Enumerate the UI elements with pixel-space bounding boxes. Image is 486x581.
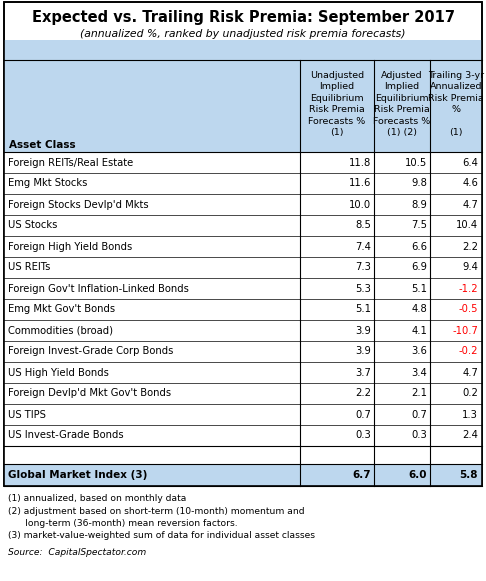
Bar: [4, 215, 482, 236]
Text: Foreign High Yield Bonds: Foreign High Yield Bonds: [8, 242, 132, 252]
Text: 4.7: 4.7: [462, 368, 478, 378]
Bar: [4, 278, 482, 299]
Text: 5.3: 5.3: [355, 284, 371, 293]
Text: 3.9: 3.9: [355, 346, 371, 357]
Text: US Stocks: US Stocks: [8, 221, 57, 231]
Text: Foreign Gov't Inflation-Linked Bonds: Foreign Gov't Inflation-Linked Bonds: [8, 284, 189, 293]
Text: US High Yield Bonds: US High Yield Bonds: [8, 368, 109, 378]
Text: Foreign REITs/Real Estate: Foreign REITs/Real Estate: [8, 157, 133, 167]
Text: 6.7: 6.7: [352, 470, 371, 480]
Text: 6.0: 6.0: [409, 470, 427, 480]
Bar: [4, 2, 482, 486]
Text: Foreign Invest-Grade Corp Bonds: Foreign Invest-Grade Corp Bonds: [8, 346, 174, 357]
Text: 9.4: 9.4: [462, 263, 478, 272]
Bar: [4, 383, 482, 404]
Text: 6.9: 6.9: [411, 263, 427, 272]
Text: Global Market Index (3): Global Market Index (3): [8, 470, 147, 480]
Text: 11.8: 11.8: [349, 157, 371, 167]
Text: US REITs: US REITs: [8, 263, 51, 272]
Text: US Invest-Grade Bonds: US Invest-Grade Bonds: [8, 431, 123, 440]
Bar: [4, 194, 482, 215]
Text: 5.1: 5.1: [411, 284, 427, 293]
Text: 3.9: 3.9: [355, 325, 371, 335]
Text: Asset Class: Asset Class: [9, 140, 76, 150]
Text: 7.5: 7.5: [411, 221, 427, 231]
Text: 4.1: 4.1: [411, 325, 427, 335]
Text: 0.3: 0.3: [411, 431, 427, 440]
Bar: [4, 152, 482, 173]
Text: Commodities (broad): Commodities (broad): [8, 325, 113, 335]
Bar: [4, 320, 482, 341]
Text: Trailing 3-yr
Annualized
Risk Premia
%

(1): Trailing 3-yr Annualized Risk Premia % (…: [428, 71, 484, 137]
Bar: [4, 299, 482, 320]
Text: 8.9: 8.9: [411, 199, 427, 210]
Text: 10.5: 10.5: [405, 157, 427, 167]
Bar: [4, 446, 482, 464]
Text: -1.2: -1.2: [458, 284, 478, 293]
Bar: [4, 2, 482, 486]
Text: 6.4: 6.4: [462, 157, 478, 167]
Bar: [4, 173, 482, 194]
Text: 2.1: 2.1: [411, 389, 427, 399]
Text: Unadjusted
Implied
Equilibrium
Risk Premia
Forecasts %
(1): Unadjusted Implied Equilibrium Risk Prem…: [309, 71, 365, 137]
Text: 5.8: 5.8: [459, 470, 478, 480]
Text: Expected vs. Trailing Risk Premia: September 2017: Expected vs. Trailing Risk Premia: Septe…: [32, 10, 454, 25]
Bar: [4, 40, 482, 152]
Text: Emg Mkt Gov't Bonds: Emg Mkt Gov't Bonds: [8, 304, 115, 314]
Text: -0.2: -0.2: [458, 346, 478, 357]
Text: 3.7: 3.7: [355, 368, 371, 378]
Text: 9.8: 9.8: [411, 178, 427, 188]
Text: 7.4: 7.4: [355, 242, 371, 252]
Text: 3.4: 3.4: [411, 368, 427, 378]
Text: 6.6: 6.6: [411, 242, 427, 252]
Text: 5.1: 5.1: [355, 304, 371, 314]
Bar: [4, 362, 482, 383]
Text: 2.4: 2.4: [462, 431, 478, 440]
Bar: [4, 404, 482, 425]
Text: 7.3: 7.3: [355, 263, 371, 272]
Text: Foreign Devlp'd Mkt Gov't Bonds: Foreign Devlp'd Mkt Gov't Bonds: [8, 389, 171, 399]
Bar: [4, 257, 482, 278]
Text: 10.4: 10.4: [456, 221, 478, 231]
Text: 0.7: 0.7: [355, 410, 371, 419]
Bar: [4, 425, 482, 446]
Bar: [4, 464, 482, 486]
Text: 0.7: 0.7: [411, 410, 427, 419]
Text: long-term (36-month) mean reversion factors.: long-term (36-month) mean reversion fact…: [8, 519, 238, 528]
Bar: [4, 236, 482, 257]
Text: 4.6: 4.6: [462, 178, 478, 188]
Text: 8.5: 8.5: [355, 221, 371, 231]
Text: 1.3: 1.3: [462, 410, 478, 419]
Text: 4.8: 4.8: [411, 304, 427, 314]
Text: -10.7: -10.7: [452, 325, 478, 335]
Text: (annualized %, ranked by unadjusted risk premia forecasts): (annualized %, ranked by unadjusted risk…: [80, 29, 406, 40]
Text: 10.0: 10.0: [349, 199, 371, 210]
Text: 0.3: 0.3: [355, 431, 371, 440]
Text: (3) market-value-weighted sum of data for individual asset classes: (3) market-value-weighted sum of data fo…: [8, 532, 315, 540]
Text: US TIPS: US TIPS: [8, 410, 46, 419]
Text: 4.7: 4.7: [462, 199, 478, 210]
Text: Adjusted
Implied
Equilibrium
Risk Premia
Forecasts %
(1) (2): Adjusted Implied Equilibrium Risk Premia…: [373, 71, 431, 137]
Text: 11.6: 11.6: [348, 178, 371, 188]
Text: (2) adjustment based on short-term (10-month) momentum and: (2) adjustment based on short-term (10-m…: [8, 507, 305, 515]
Text: (1) annualized, based on monthly data: (1) annualized, based on monthly data: [8, 494, 186, 503]
Text: 2.2: 2.2: [355, 389, 371, 399]
Text: 0.2: 0.2: [462, 389, 478, 399]
Text: Source:  CapitalSpectator.com: Source: CapitalSpectator.com: [8, 548, 146, 557]
Text: Foreign Stocks Devlp'd Mkts: Foreign Stocks Devlp'd Mkts: [8, 199, 149, 210]
Text: 3.6: 3.6: [411, 346, 427, 357]
Text: Emg Mkt Stocks: Emg Mkt Stocks: [8, 178, 87, 188]
Text: -0.5: -0.5: [458, 304, 478, 314]
Bar: [4, 341, 482, 362]
Text: 2.2: 2.2: [462, 242, 478, 252]
